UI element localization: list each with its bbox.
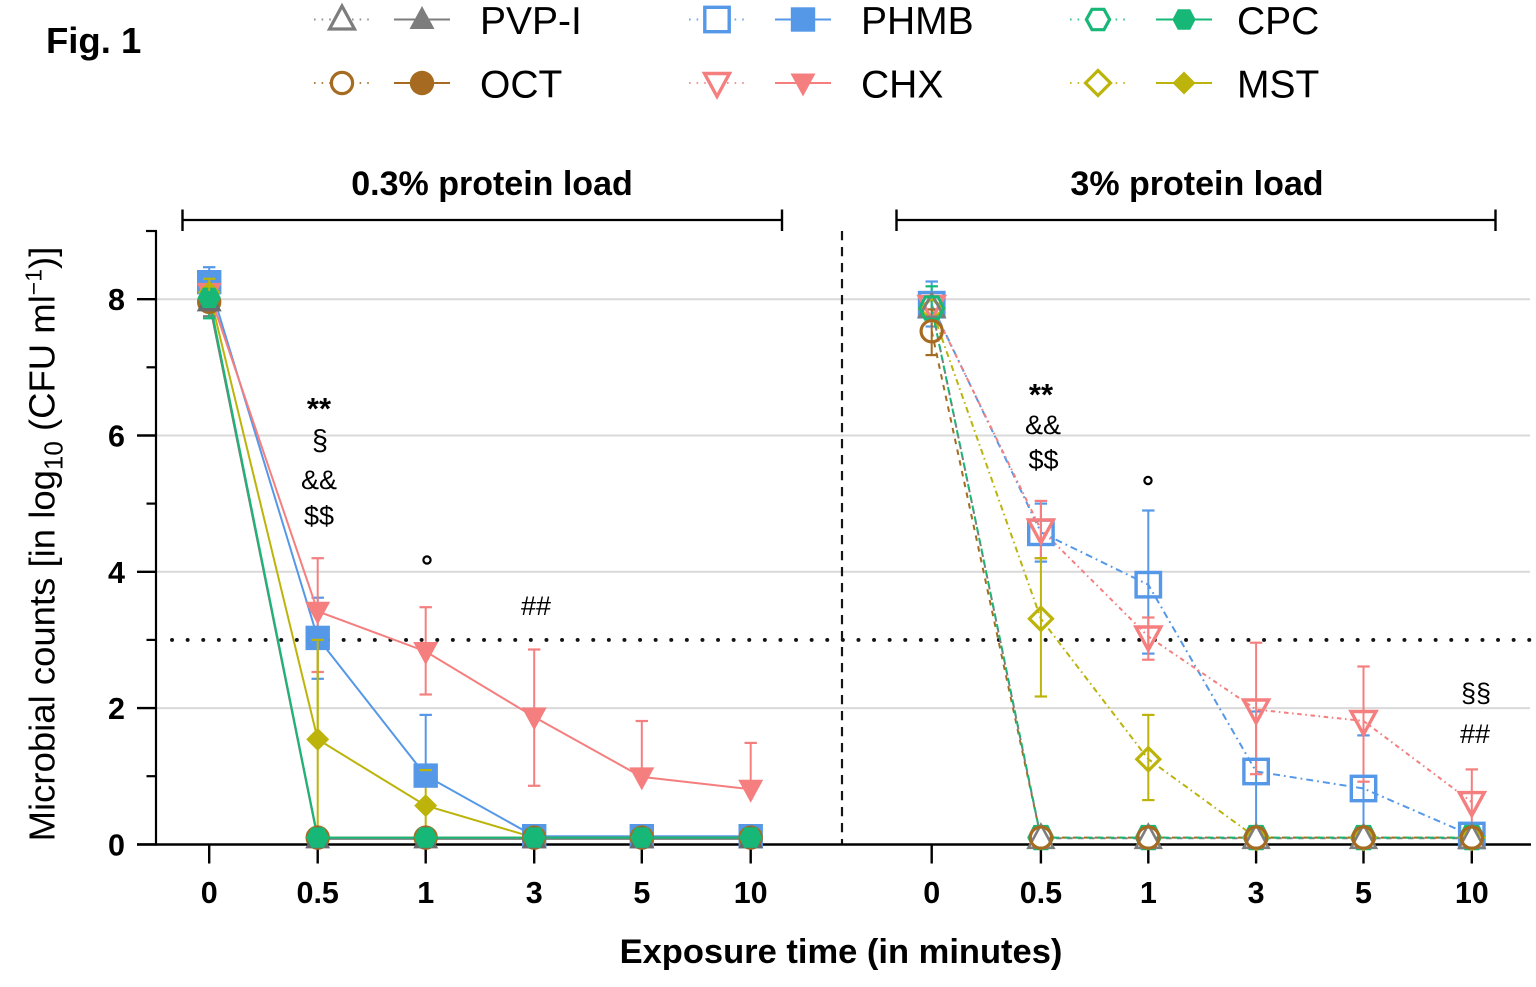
svg-text:**: ** <box>1029 377 1054 412</box>
svg-text:CHX: CHX <box>861 64 943 107</box>
svg-text:10: 10 <box>734 876 768 910</box>
svg-text:$$: $$ <box>304 501 334 531</box>
svg-text:2: 2 <box>108 692 125 726</box>
svg-text:Fig. 1: Fig. 1 <box>46 20 141 61</box>
svg-text:$$: $$ <box>1028 445 1058 475</box>
svg-text:MST: MST <box>1237 64 1319 107</box>
svg-text:Microbial counts [in log10 (CF: Microbial counts [in log10 (CFU ml−1)] <box>21 247 69 842</box>
svg-text:PVP-I: PVP-I <box>480 0 582 43</box>
svg-text:3: 3 <box>1248 876 1265 910</box>
svg-text:10: 10 <box>1455 876 1489 910</box>
svg-text:PHMB: PHMB <box>861 0 974 43</box>
svg-text:0.5: 0.5 <box>296 876 338 910</box>
svg-text:##: ## <box>1460 719 1490 749</box>
svg-text:8: 8 <box>108 283 125 317</box>
svg-text:§§: §§ <box>1461 678 1491 708</box>
svg-text:6: 6 <box>108 420 125 454</box>
svg-text:4: 4 <box>108 556 125 590</box>
svg-text:**: ** <box>307 391 332 426</box>
svg-text:##: ## <box>521 591 551 621</box>
svg-text:CPC: CPC <box>1237 0 1319 43</box>
svg-text:1: 1 <box>417 876 434 910</box>
svg-text:3: 3 <box>526 876 543 910</box>
svg-text:1: 1 <box>1140 876 1157 910</box>
svg-text:&&: && <box>1025 410 1061 440</box>
svg-text:Exposure time (in minutes): Exposure time (in minutes) <box>620 933 1063 971</box>
svg-text:0.3% protein load: 0.3% protein load <box>351 165 633 203</box>
svg-text:OCT: OCT <box>480 64 562 107</box>
svg-text:0: 0 <box>201 876 218 910</box>
svg-text:0: 0 <box>923 876 940 910</box>
svg-text:0.5: 0.5 <box>1020 876 1062 910</box>
svg-text:5: 5 <box>633 876 650 910</box>
svg-text:5: 5 <box>1355 876 1372 910</box>
svg-text:&&: && <box>301 465 337 495</box>
svg-text:§: § <box>312 425 328 457</box>
svg-text:0: 0 <box>108 828 125 862</box>
svg-text:3% protein load: 3% protein load <box>1070 165 1323 203</box>
